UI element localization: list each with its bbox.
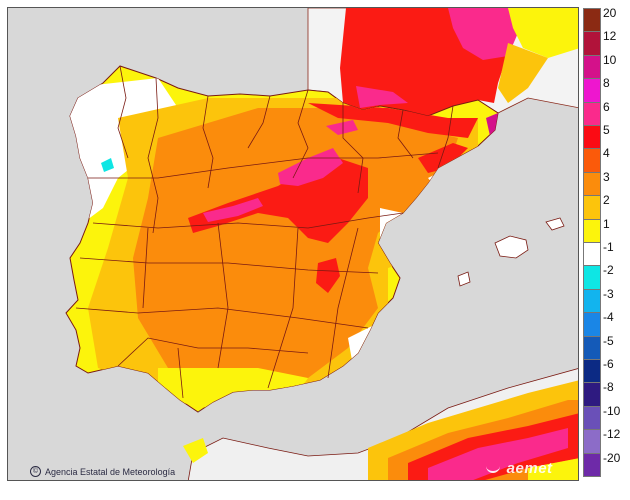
legend-swatch [583, 8, 601, 33]
aemet-logo: aemet [486, 459, 553, 477]
legend-swatch [583, 171, 601, 197]
legend-label: 1 [603, 216, 610, 231]
legend-label: -8 [603, 380, 614, 395]
legend-swatch [583, 288, 601, 314]
legend-swatch [583, 242, 601, 267]
legend-swatch [583, 148, 601, 173]
map-canvas [65, 8, 578, 480]
legend-swatch [583, 78, 601, 103]
agency-credit: © Agencia Estatal de Meteorología [30, 466, 175, 477]
legend-swatch [583, 335, 601, 360]
legend-label: 20 [603, 6, 617, 20]
legend-label: 2 [603, 193, 610, 208]
legend-swatch [583, 54, 601, 80]
legend-swatch [583, 195, 601, 220]
legend-label: 4 [603, 146, 610, 161]
legend-label: -20 [603, 450, 621, 465]
province-borders [75, 65, 454, 399]
legend-label: 8 [603, 76, 610, 91]
legend-swatch [583, 312, 601, 337]
legend-label: -2 [603, 263, 614, 278]
legend-label: -5 [603, 333, 614, 348]
balearic-mallorca [494, 235, 529, 259]
legend-swatch [583, 125, 601, 150]
balearic-menorca [545, 217, 565, 231]
credit-text: Agencia Estatal de Meteorología [45, 466, 176, 477]
legend-label: 10 [603, 52, 617, 67]
legend-swatch [583, 218, 601, 243]
legend-swatch [583, 31, 601, 56]
legend-swatch [583, 101, 601, 126]
legend-label: -1 [603, 240, 614, 254]
legend-swatch [583, 405, 601, 431]
legend-label: -10 [603, 403, 621, 418]
logo-swirl-icon [486, 459, 500, 473]
legend-swatch [583, 452, 601, 477]
logo-text: aemet [506, 460, 553, 477]
legend-label: -12 [603, 427, 621, 442]
legend-label: -3 [603, 286, 614, 301]
legend-swatch [583, 359, 601, 384]
balearic-ibiza [457, 271, 471, 287]
anomaly-map [7, 7, 579, 481]
legend-label: -6 [603, 357, 614, 371]
legend-swatch [583, 382, 601, 407]
legend-label: 6 [603, 99, 610, 114]
legend-swatch [583, 265, 601, 290]
legend-label: 3 [603, 169, 610, 184]
legend-swatch [583, 429, 601, 454]
legend-label: 5 [603, 123, 610, 137]
legend-label: -4 [603, 310, 614, 325]
copyright-icon: © [30, 466, 41, 477]
color-legend: 20 12 10 8 6 5 4 3 2 1 -1 -2 -3 -4 -5 -6 -8 -10 -12 -20 [582, 6, 630, 484]
legend-label: 12 [603, 29, 617, 44]
